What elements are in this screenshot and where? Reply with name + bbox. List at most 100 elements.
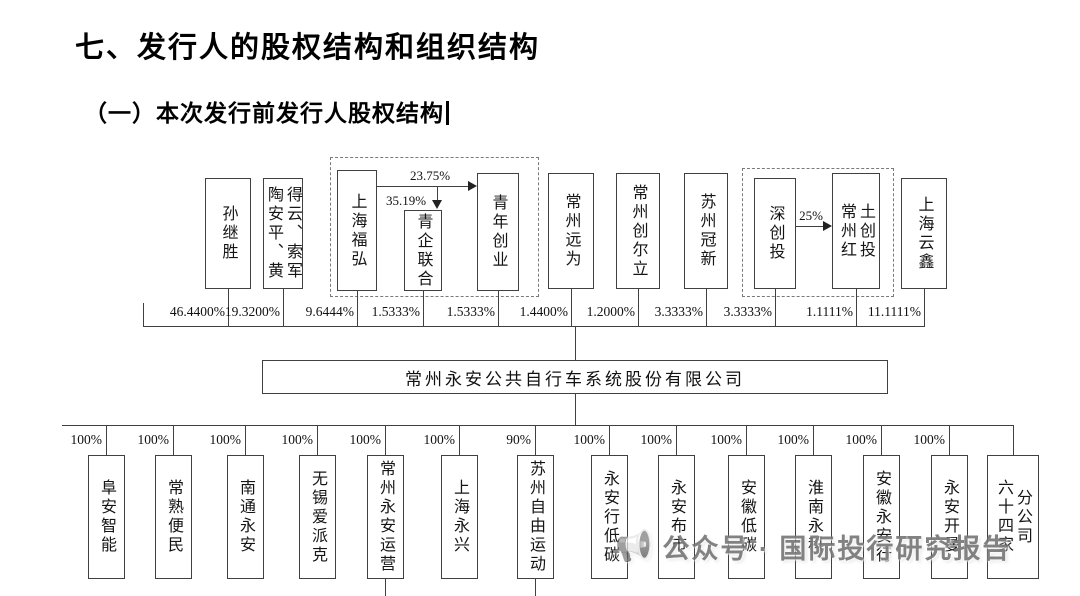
connector-line	[924, 289, 925, 326]
shareholder-name: 青年创业	[489, 194, 507, 270]
shareholder-box: 苏州冠新	[684, 173, 728, 289]
shareholder-name: 常州红土创投	[838, 202, 874, 260]
connector-line	[143, 303, 144, 326]
shareholder-box: 上海福弘	[337, 170, 377, 291]
subsidiary-name: 淮南永科	[805, 479, 822, 555]
ownership-percentage: 3.3333%	[654, 304, 703, 319]
ownership-percentage: 1.4400%	[519, 304, 568, 319]
page-title: 七、发行人的股权结构和组织结构	[75, 32, 541, 64]
subsidiary-name: 南通永安	[237, 479, 254, 555]
subsidiary-name: 阜安智能	[98, 479, 115, 555]
subsidiary-name: 苏州自由运动	[527, 460, 544, 574]
connector-line	[676, 425, 677, 455]
shareholder-box: 青企联合	[404, 210, 442, 291]
subsidiary-name: 六十四家分公司	[995, 479, 1031, 555]
connector-line	[746, 425, 747, 455]
arrow-right-icon	[468, 181, 477, 191]
ownership-percentage: 100%	[640, 432, 673, 447]
arrow-line	[437, 186, 438, 201]
subsidiary-box: 阜安智能	[88, 455, 125, 579]
connector-line	[228, 289, 229, 326]
shareholder-name: 深创投	[766, 205, 784, 262]
watermark-text: 公众号 · 国际投行研究报告	[662, 534, 1012, 564]
subsidiary-box: 常州永安运营	[367, 455, 404, 579]
connector-line	[357, 291, 358, 326]
connector-line	[571, 289, 572, 326]
arrow-label: 23.75%	[409, 168, 451, 183]
shareholder-name: 常州远为	[562, 193, 580, 269]
ownership-percentage: 100%	[423, 432, 456, 447]
subsidiary-box: 上海永兴	[441, 455, 478, 579]
shareholder-name: 陶安平、黄得云、索军	[265, 186, 301, 281]
ownership-percentage: 9.6444%	[305, 304, 354, 319]
ownership-percentage: 100%	[70, 432, 103, 447]
company-box: 常州永安公共自行车系统股份有限公司	[262, 360, 888, 394]
connector-line	[1013, 425, 1014, 455]
shareholder-name: 青企联合	[414, 212, 432, 289]
section-title: （一）本次发行前发行人股权结构	[84, 94, 449, 128]
ownership-percentage: 90%	[506, 432, 531, 447]
connector-line	[535, 425, 536, 455]
subsidiary-name: 无锡爱派克	[309, 469, 326, 565]
arrow-label: 25%	[799, 208, 823, 223]
subsidiary-name: 永安行低碳	[601, 469, 618, 565]
connector-line	[173, 425, 174, 455]
connector-line	[317, 425, 318, 455]
arrow-down-icon	[432, 200, 442, 209]
ownership-percentage: 100%	[349, 432, 382, 447]
subsidiary-box: 永安开曼	[931, 455, 968, 579]
subsidiary-name: 安徽永安行	[873, 469, 890, 565]
connector-line	[385, 579, 386, 596]
shareholder-name: 上海云鑫	[915, 195, 933, 272]
connector-line	[283, 289, 284, 326]
watermark: 📢 公众号 · 国际投行研究报告	[615, 527, 1011, 566]
subsidiary-box: 永安布市	[658, 455, 695, 579]
subsidiary-name: 常州永安运营	[377, 460, 394, 574]
ownership-percentage: 11.1111%	[867, 304, 921, 319]
subsidiary-box: 安徽永安行	[863, 455, 900, 579]
connector-line	[459, 425, 460, 455]
bus-line-top	[143, 326, 925, 327]
connector-line	[106, 425, 107, 455]
subsidiary-box: 六十四家分公司	[987, 455, 1039, 579]
connector-line	[498, 291, 499, 326]
ownership-percentage: 100%	[710, 432, 743, 447]
shareholder-box: 常州远为	[548, 173, 594, 289]
connector-line	[535, 579, 536, 596]
connector-line	[813, 425, 814, 455]
megaphone-icon: 📢	[615, 530, 655, 563]
subsidiary-box: 永安行低碳	[591, 455, 628, 579]
ownership-percentage: 100%	[209, 432, 242, 447]
subsidiary-name: 上海永兴	[451, 479, 468, 555]
connector-line	[575, 394, 576, 425]
connector-line	[775, 289, 776, 326]
ownership-percentage: 100%	[573, 432, 606, 447]
arrow-label: 35.19%	[385, 193, 427, 208]
ownership-percentage: 1.5333%	[446, 304, 495, 319]
subsidiary-name: 安徽低碳	[738, 479, 755, 555]
connector-line	[706, 289, 707, 326]
connector-line	[245, 425, 246, 455]
subsidiary-name: 永安布市	[668, 479, 685, 555]
ownership-percentage: 3.3333%	[723, 304, 772, 319]
connector-line	[881, 425, 882, 455]
text-cursor	[446, 101, 449, 125]
connector-line	[423, 291, 424, 326]
ownership-percentage: 100%	[845, 432, 878, 447]
ownership-percentage: 100%	[281, 432, 314, 447]
ownership-percentage: 46.4400%	[169, 304, 225, 319]
subsidiary-box: 南通永安	[227, 455, 264, 579]
connector-line	[638, 289, 639, 326]
shareholder-name: 常州创尔立	[629, 183, 647, 279]
shareholder-box: 陶安平、黄得云、索军	[263, 178, 303, 289]
shareholder-name: 上海福弘	[348, 192, 366, 269]
subsidiary-box: 无锡爱派克	[299, 455, 336, 579]
subsidiary-box: 安徽低碳	[728, 455, 765, 579]
subsidiary-box: 常熟便民	[155, 455, 192, 579]
connector-line	[856, 289, 857, 326]
shareholder-name: 苏州冠新	[697, 193, 715, 269]
connector-line	[575, 326, 576, 360]
ownership-percentage: 100%	[777, 432, 810, 447]
ownership-percentage: 1.2000%	[586, 304, 635, 319]
